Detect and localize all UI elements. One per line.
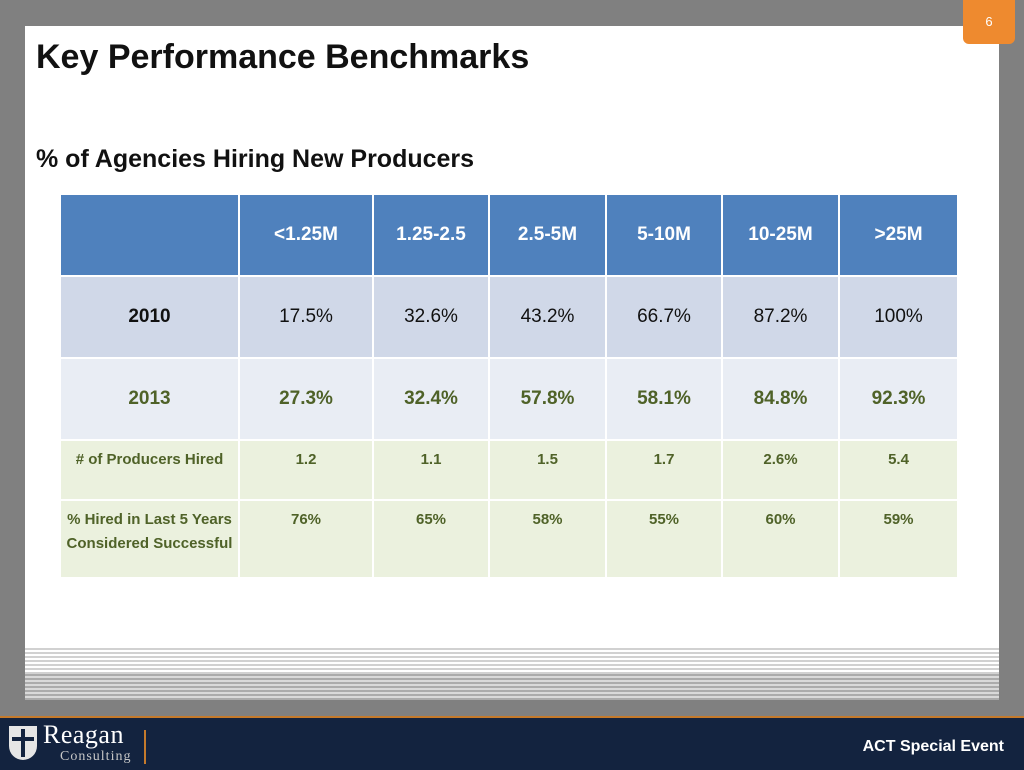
page-number-tab: 6: [963, 0, 1015, 44]
table-cell: 76%: [238, 499, 374, 579]
row-label: 2010: [59, 275, 240, 359]
table-cell: 27.3%: [238, 357, 374, 441]
table-row-hired-successful: % Hired in Last 5 Years Considered Succe…: [59, 499, 959, 579]
decorative-stripes: [25, 648, 999, 700]
column-header: 5-10M: [605, 193, 723, 277]
table-cell: 57.8%: [488, 357, 607, 441]
table-row-2013: 2013 27.3% 32.4% 57.8% 58.1% 84.8% 92.3%: [59, 357, 959, 441]
table-cell: 32.4%: [372, 357, 490, 441]
brand-name: Reagan: [43, 720, 124, 749]
column-header: >25M: [838, 193, 959, 277]
table-cell: 43.2%: [488, 275, 607, 359]
table-cell: 65%: [372, 499, 490, 579]
column-header: 2.5-5M: [488, 193, 607, 277]
table-cell: 32.6%: [372, 275, 490, 359]
table-cell: 66.7%: [605, 275, 723, 359]
brand-divider: [144, 730, 146, 764]
table-cell: 1.1: [372, 439, 490, 501]
row-label: 2013: [59, 357, 240, 441]
table-row-2010: 2010 17.5% 32.6% 43.2% 66.7% 87.2% 100%: [59, 275, 959, 359]
event-label: ACT Special Event: [862, 738, 1004, 755]
column-header: 10-25M: [721, 193, 840, 277]
table-cell: 2.6%: [721, 439, 840, 501]
row-label: # of Producers Hired: [59, 439, 240, 501]
table-cell: 100%: [838, 275, 959, 359]
table-cell: 17.5%: [238, 275, 374, 359]
table-cell: 1.2: [238, 439, 374, 501]
table-cell: 1.5: [488, 439, 607, 501]
slide-subtitle: % of Agencies Hiring New Producers: [36, 145, 475, 173]
table-cell: 87.2%: [721, 275, 840, 359]
table-cell: 58.1%: [605, 357, 723, 441]
column-header: 1.25-2.5: [372, 193, 490, 277]
table-cell: 58%: [488, 499, 607, 579]
table-cell: 92.3%: [838, 357, 959, 441]
table-cell: 59%: [838, 499, 959, 579]
table-header-row: <1.25M 1.25-2.5 2.5-5M 5-10M 10-25M >25M: [59, 193, 959, 277]
row-label: % Hired in Last 5 Years Considered Succe…: [59, 499, 240, 579]
table-cell: 55%: [605, 499, 723, 579]
table-cell: 60%: [721, 499, 840, 579]
table-cell: 5.4: [838, 439, 959, 501]
footer-bar: Reagan Consulting ACT Special Event: [0, 716, 1024, 770]
slide-title: Key Performance Benchmarks: [36, 38, 530, 76]
benchmark-table: <1.25M 1.25-2.5 2.5-5M 5-10M 10-25M >25M…: [59, 193, 959, 579]
shield-cross-icon: [9, 726, 37, 760]
header-corner-cell: [59, 193, 240, 277]
table-row-producers-hired: # of Producers Hired 1.2 1.1 1.5 1.7 2.6…: [59, 439, 959, 501]
table-cell: 1.7: [605, 439, 723, 501]
brand-subtitle: Consulting: [60, 749, 132, 764]
column-header: <1.25M: [238, 193, 374, 277]
table-cell: 84.8%: [721, 357, 840, 441]
page-number: 6: [985, 14, 993, 29]
